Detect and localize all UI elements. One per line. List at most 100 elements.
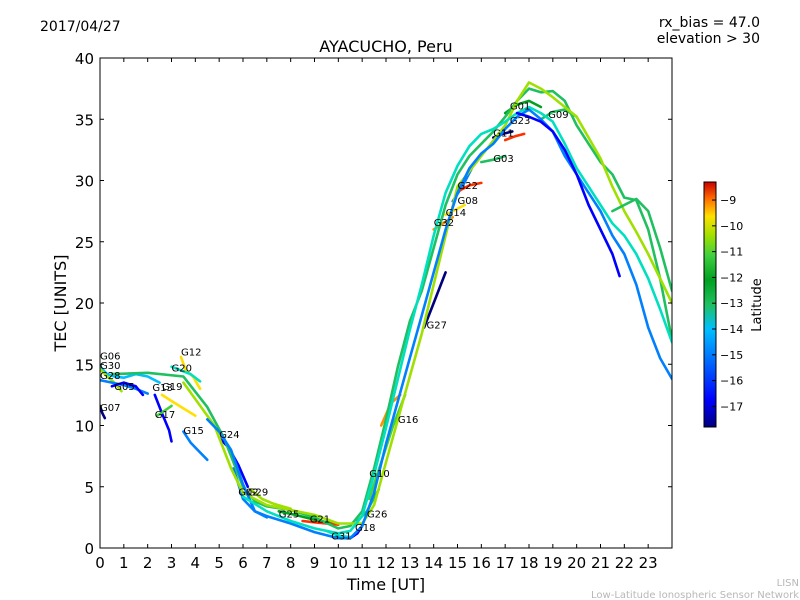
sat-label-g08: G08 [458,196,478,207]
sat-label-g22: G22 [458,181,478,192]
sat-label-g25: G25 [279,509,299,520]
y-tick-label: 30 [75,173,94,191]
sat-label-g28: G28 [100,371,120,382]
colorbar-label: Latitude [750,278,765,332]
sat-label-g05: G05 [114,382,134,393]
x-tick-label: 23 [639,554,658,572]
sat-label-g19: G19 [162,382,182,393]
x-tick-label: 0 [95,554,105,572]
series-line-trace-a [110,87,672,530]
colorbar-tick-label: −14 [720,323,743,336]
x-tick-label: 21 [591,554,610,572]
footer-lisn: LISN [777,578,799,589]
y-tick-label: 40 [75,50,94,68]
series-line-g21 [301,519,340,526]
series-line-g13 [153,393,173,443]
series-line-g30 [100,367,123,393]
x-tick-label: 20 [567,554,586,572]
sat-label-g12: G12 [181,348,201,359]
colorbar-tick-label: −16 [720,375,743,388]
date-label: 2017/04/27 [40,19,121,35]
x-tick-label: 22 [615,554,634,572]
colorbar-tick-label: −15 [720,349,743,362]
sat-label-g09: G09 [548,110,568,121]
series-line-trace-f [611,197,672,293]
colorbar-tick-label: −12 [720,271,743,284]
colorbar [703,181,717,428]
series-line-trace-b [182,81,672,525]
x-tick-label: 11 [353,554,372,572]
x-tick-label: 15 [448,554,467,572]
sat-label-g23: G23 [510,116,530,127]
x-tick-label: 17 [496,554,515,572]
sat-label-g21: G21 [310,514,330,525]
series-line-g22 [458,181,483,192]
series-line-trace-e [515,111,621,278]
sat-label-g27: G27 [427,321,447,332]
colorbar-tick-label: −11 [720,246,743,259]
sat-label-g30: G30 [100,361,120,372]
chart-title: AYACUCHO, Peru [319,37,452,56]
colorbar-ticks: −9 −10 −11 −12 −13 −14 −15 −16 −17 [712,194,743,413]
sat-label-g11: G11 [493,128,513,139]
x-tick-label: 9 [310,554,320,572]
x-tick-label: 14 [424,554,443,572]
series-line-g14 [444,203,466,217]
series-line-trace-c [206,108,672,540]
series-line-g05 [110,381,145,397]
series-line-g15 [182,430,209,462]
sat-label-g13: G13 [152,383,172,394]
sat-label-g01: G01 [510,102,530,113]
series-line-g07 [100,404,107,420]
series-line-g03 [480,154,507,164]
series-line-g06 [100,365,161,384]
series-layer [100,81,672,540]
colorbar-tick-label: −10 [720,220,743,233]
sat-label-g32: G32 [434,218,454,229]
x-tick-label: 7 [262,554,272,572]
sat-label-g14: G14 [446,208,466,219]
x-tick-label: 10 [329,554,348,572]
x-tick-label: 19 [543,554,562,572]
sat-label-g10: G10 [369,469,389,480]
sat-label-g20: G20 [172,364,192,375]
series-line-g27 [422,271,447,329]
x-tick-label: 2 [143,554,153,572]
y-axis-ticks: 0 5 10 15 20 25 30 35 40 [75,50,672,558]
x-tick-label: 18 [519,554,538,572]
y-tick-label: 15 [75,356,94,374]
sat-label-g18: G18 [355,523,375,534]
x-tick-label: 4 [191,554,201,572]
sat-label-g16: G16 [398,415,418,426]
rx-bias-label: rx_bias = 47.0 [659,15,760,31]
sat-label-g29: G29 [248,487,268,498]
y-tick-label: 20 [75,295,94,313]
x-tick-label: 13 [400,554,419,572]
colorbar-tick-label: −13 [720,297,743,310]
sat-label-g31: G31 [331,531,351,542]
x-tick-label: 16 [472,554,491,572]
x-tick-label: 3 [167,554,177,572]
sat-label-g24: G24 [219,430,239,441]
colorbar-tick-label: −9 [720,194,736,207]
series-line-g19 [160,393,197,417]
sat-label-g07: G07 [100,403,120,414]
x-tick-label: 12 [376,554,395,572]
y-tick-label: 5 [84,479,94,497]
sat-label-g06: G06 [100,351,120,362]
x-tick-label: 6 [238,554,248,572]
y-tick-label: 10 [75,418,94,436]
x-tick-label: 1 [119,554,129,572]
elevation-label: elevation > 30 [657,31,760,47]
series-line-g23 [503,132,526,142]
y-tick-label: 35 [75,111,94,129]
sat-label-g17: G17 [155,410,175,421]
colorbar-tick-label: −17 [720,400,743,413]
series-line-g17 [155,404,173,417]
x-axis-ticks: 0 1 2 3 4 5 6 7 8 9 10 11 12 13 14 15 16 17 18 19 20 21 22 23 [95,58,658,572]
series-line-g20 [170,365,202,383]
series-line-trace-d [241,105,672,535]
y-tick-label: 25 [75,234,94,252]
